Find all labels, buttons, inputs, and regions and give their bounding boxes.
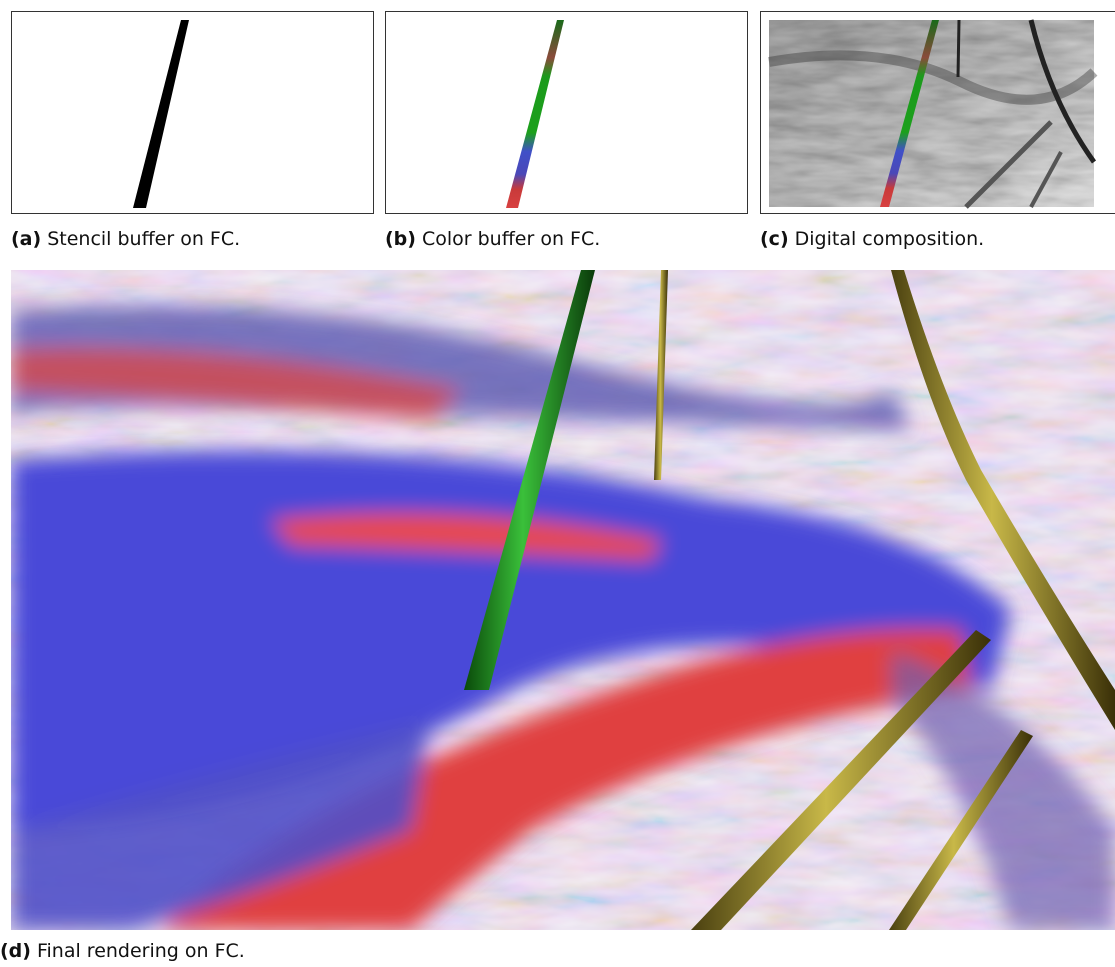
subfigure-caption: Digital composition. [795, 228, 985, 250]
panel-d-final [11, 270, 1115, 930]
panel-b-color [385, 11, 748, 214]
stencil-image [12, 12, 374, 214]
subfigure-caption: Final rendering on FC. [37, 940, 245, 962]
panel-c-composition [760, 11, 1115, 214]
final-rendering-image [11, 270, 1115, 930]
subfigure-label: (c) [760, 228, 789, 250]
subfigure-label: (d) [0, 940, 31, 962]
subfigure-caption: Color buffer on FC. [422, 228, 600, 250]
panel-a-stencil [11, 11, 374, 214]
figure-page: (a) Stencil buffer on FC. (b) Color buffer… [0, 0, 1115, 967]
subfigure-label: (b) [385, 228, 416, 250]
subfigure-caption: Stencil buffer on FC. [47, 228, 240, 250]
subfigure-label: (a) [11, 228, 41, 250]
color-buffer-image [386, 12, 748, 214]
composition-image [761, 12, 1115, 214]
